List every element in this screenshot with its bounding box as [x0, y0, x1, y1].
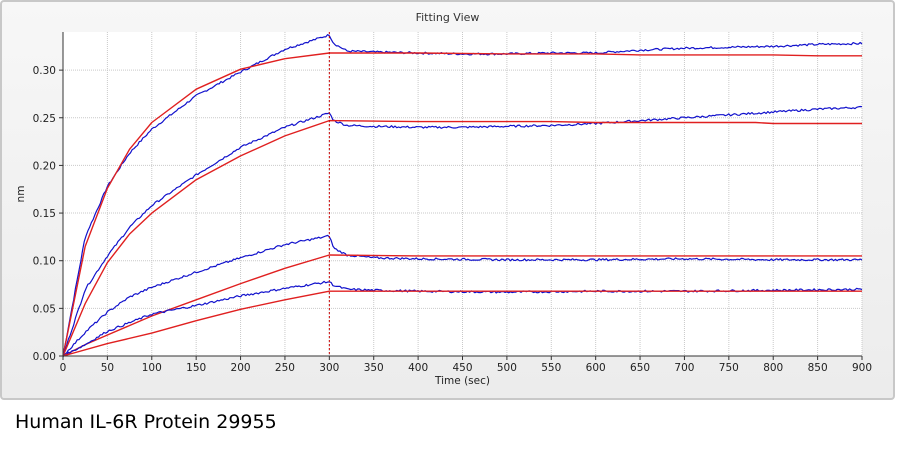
- y-tick-label: 0.30: [33, 65, 56, 77]
- y-tick-label: 0.10: [33, 256, 56, 268]
- axes: 0 50 100 150 200 250 300 350 400 450 500 550 600 650 7…: [33, 32, 872, 374]
- x-tick-label: 750: [719, 362, 739, 374]
- x-tick-label: 600: [586, 362, 606, 374]
- panel-title: Fitting View: [415, 11, 480, 24]
- x-tick-label: 250: [275, 362, 295, 374]
- series-layer: [62, 32, 863, 358]
- x-tick-label: 700: [674, 362, 694, 374]
- y-axis-label: nm: [15, 186, 27, 203]
- measured-trace-0: [62, 33, 863, 357]
- fitting-view-panel: Fitting View 0 50 100 150 200 250 300 350 400 450…: [0, 0, 895, 400]
- y-tick-label: 0.00: [33, 351, 56, 363]
- x-tick-label: 200: [231, 362, 251, 374]
- x-tick-label: 300: [319, 362, 339, 374]
- x-tick-label: 100: [142, 362, 162, 374]
- x-tick-label: 400: [408, 362, 428, 374]
- figure-caption: Human IL-6R Protein 29955: [15, 411, 277, 433]
- fit-curve-5: [62, 254, 862, 357]
- x-tick-label: 850: [808, 362, 828, 374]
- x-tick-label: 0: [60, 362, 67, 374]
- x-tick-label: 550: [541, 362, 561, 374]
- y-tick-label: 0.20: [33, 160, 56, 172]
- y-tick-label: 0.25: [33, 113, 56, 125]
- x-tick-label: 500: [497, 362, 517, 374]
- y-tick-label: 0.15: [33, 208, 56, 220]
- measured-trace-4: [62, 234, 863, 358]
- x-tick-label: 800: [763, 362, 783, 374]
- x-tick-label: 900: [852, 362, 872, 374]
- x-tick-label: 350: [364, 362, 384, 374]
- fit-curve-7: [62, 290, 862, 357]
- x-tick-label: 650: [630, 362, 650, 374]
- x-axis-label: Time (sec): [434, 375, 490, 387]
- measured-trace-2: [62, 105, 863, 356]
- x-tick-label: 450: [452, 362, 472, 374]
- x-tick-label: 150: [186, 362, 206, 374]
- x-tick-label: 50: [101, 362, 114, 374]
- fitting-chart: 0 50 100 150 200 250 300 350 400 450 500 550 600 650 7…: [15, 32, 872, 387]
- y-tick-label: 0.05: [33, 303, 56, 315]
